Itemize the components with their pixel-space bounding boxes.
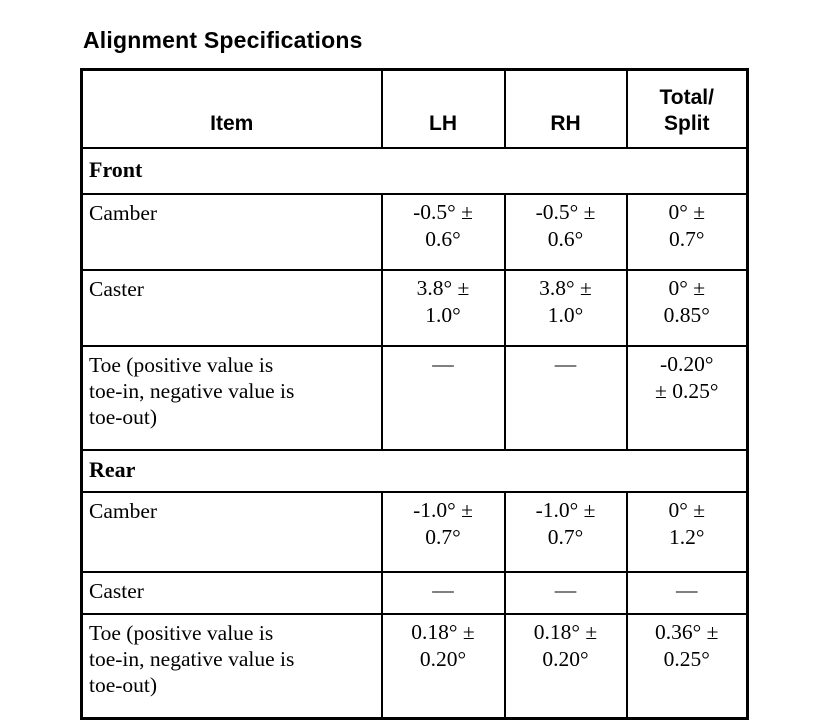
table-row-rear-caster: Caster — — — bbox=[80, 570, 749, 615]
table-row-front-caster: Caster 3.8° ± 1.0° 3.8° ± 1.0° 0° ± 0.85… bbox=[80, 268, 749, 347]
total-split-value-cell: -0.20° ± 0.25° bbox=[625, 344, 749, 451]
lh-value-cell: -1.0° ± 0.7° bbox=[380, 490, 506, 573]
column-header-lh: LH bbox=[380, 68, 506, 149]
alignment-spec-table: Item LH RH Total/ Split Front Camber -0.… bbox=[80, 68, 749, 720]
rh-value-cell: — bbox=[503, 344, 628, 451]
rh-value-cell: 3.8° ± 1.0° bbox=[503, 268, 628, 347]
section-header-front: Front bbox=[80, 146, 749, 195]
total-split-value-cell: 0° ± 0.7° bbox=[625, 192, 749, 271]
column-header-rh: RH bbox=[503, 68, 628, 149]
column-header-item: Item bbox=[80, 68, 383, 149]
total-split-value-cell: 0.36° ± 0.25° bbox=[625, 612, 749, 720]
column-header-total-split: Total/ Split bbox=[625, 68, 749, 149]
rh-value-cell: -1.0° ± 0.7° bbox=[503, 490, 628, 573]
total-split-value-cell: 0° ± 1.2° bbox=[625, 490, 749, 573]
rh-value-cell: — bbox=[503, 570, 628, 615]
rh-value-cell: -0.5° ± 0.6° bbox=[503, 192, 628, 271]
total-split-value-cell: 0° ± 0.85° bbox=[625, 268, 749, 347]
item-cell: Camber bbox=[80, 490, 383, 573]
lh-value-cell: — bbox=[380, 570, 506, 615]
item-cell: Toe (positive value is toe-in, negative … bbox=[80, 344, 383, 451]
section-label-rear: Rear bbox=[80, 448, 749, 493]
item-cell: Camber bbox=[80, 192, 383, 271]
table-header-row: Item LH RH Total/ Split bbox=[80, 68, 749, 149]
table-row-rear-toe: Toe (positive value is toe-in, negative … bbox=[80, 612, 749, 720]
item-cell: Caster bbox=[80, 570, 383, 615]
page-title: Alignment Specifications bbox=[83, 27, 363, 53]
lh-value-cell: 0.18° ± 0.20° bbox=[380, 612, 506, 720]
item-cell: Caster bbox=[80, 268, 383, 347]
table-row-rear-camber: Camber -1.0° ± 0.7° -1.0° ± 0.7° 0° ± 1.… bbox=[80, 490, 749, 573]
rh-value-cell: 0.18° ± 0.20° bbox=[503, 612, 628, 720]
section-label-front: Front bbox=[80, 146, 749, 195]
total-split-value-cell: — bbox=[625, 570, 749, 615]
section-header-rear: Rear bbox=[80, 448, 749, 493]
lh-value-cell: 3.8° ± 1.0° bbox=[380, 268, 506, 347]
lh-value-cell: — bbox=[380, 344, 506, 451]
table-row-front-camber: Camber -0.5° ± 0.6° -0.5° ± 0.6° 0° ± 0.… bbox=[80, 192, 749, 271]
table-row-front-toe: Toe (positive value is toe-in, negative … bbox=[80, 344, 749, 451]
lh-value-cell: -0.5° ± 0.6° bbox=[380, 192, 506, 271]
item-cell: Toe (positive value is toe-in, negative … bbox=[80, 612, 383, 720]
